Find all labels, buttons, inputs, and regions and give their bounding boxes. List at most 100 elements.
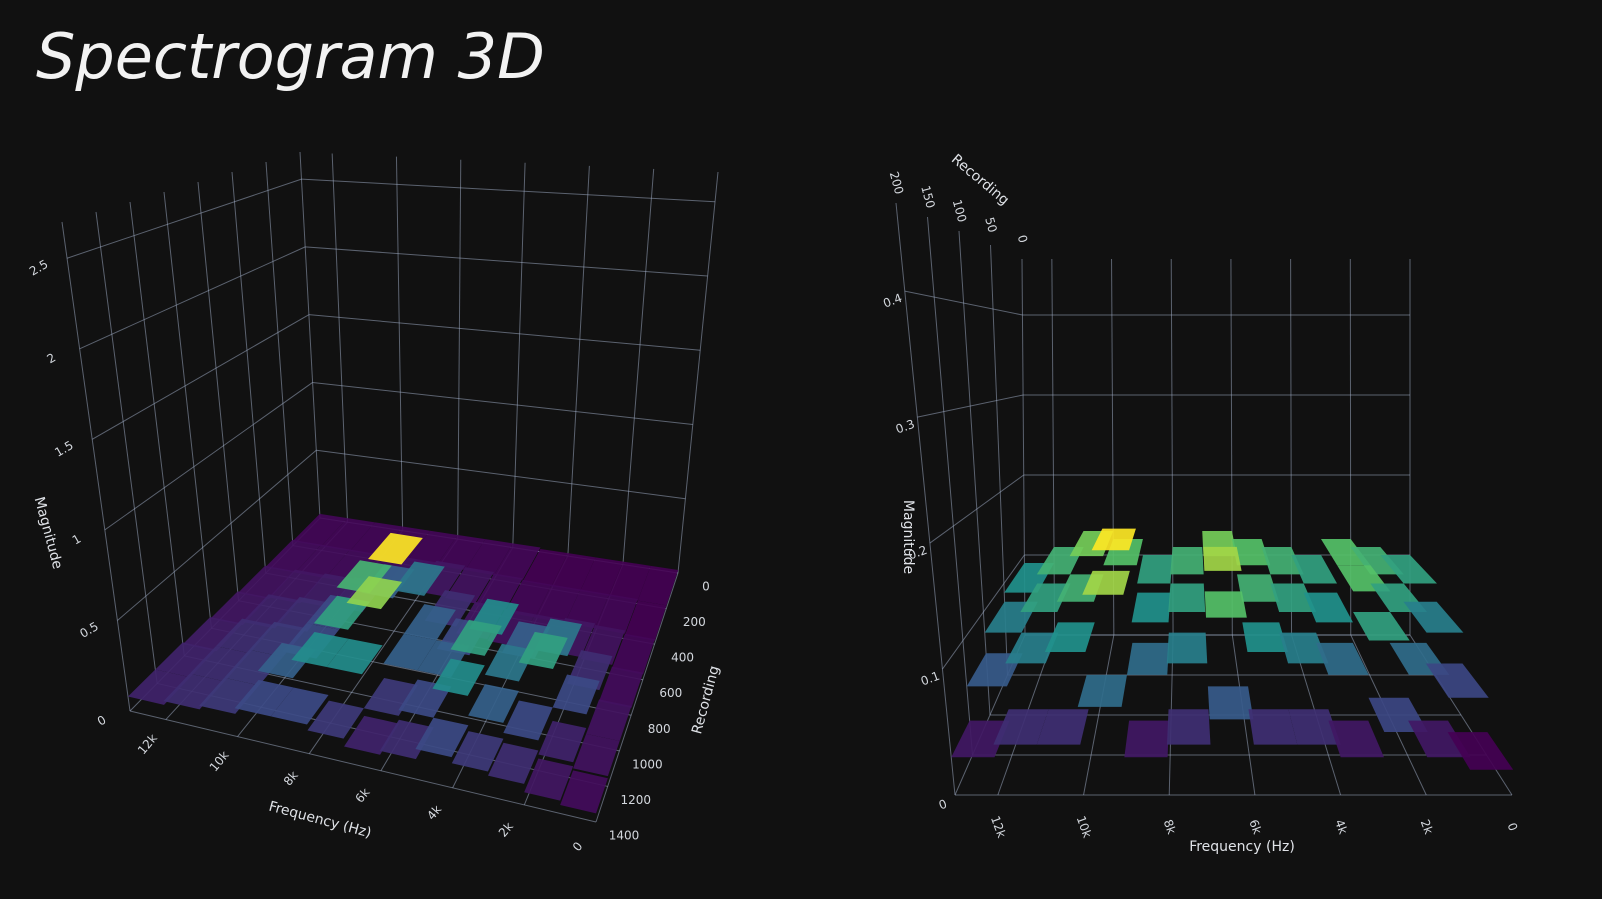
surface-cell <box>1447 732 1514 770</box>
surface-cell <box>580 557 624 596</box>
surface-cell <box>325 549 379 584</box>
surface-cell <box>451 731 504 772</box>
x-tick-label: 6k <box>1246 818 1264 837</box>
surface-cell <box>1231 539 1271 566</box>
y-grid-wall <box>231 171 267 574</box>
surface-cell <box>594 594 638 634</box>
surface-cell <box>494 543 541 580</box>
z-tick-label: 0.3 <box>894 417 917 437</box>
surface-cell <box>249 621 307 657</box>
surface-cell <box>1168 583 1206 613</box>
surface-cell <box>551 553 596 591</box>
y-grid-wall <box>95 211 158 684</box>
surface-cell <box>210 591 269 626</box>
surface-cell <box>1261 547 1304 575</box>
x-grid-wall <box>567 165 590 557</box>
y-grid-wall <box>958 230 991 716</box>
surface-cell <box>1020 583 1071 613</box>
y-grid-wall <box>299 151 321 519</box>
x-grid-wall <box>1230 258 1233 636</box>
z-grid-side <box>91 314 310 440</box>
surface-cell <box>199 677 260 714</box>
surface-cell <box>1237 574 1280 602</box>
surface-cell <box>1005 632 1059 664</box>
surface-cell <box>1320 539 1371 566</box>
surface-cell <box>432 658 485 696</box>
y-tick-label: 50 <box>982 216 999 234</box>
page-title: Spectrogram 3D <box>36 20 545 93</box>
y-grid-wall <box>265 161 294 546</box>
surface-cell <box>609 561 651 601</box>
x-tick-label: 4k <box>1332 818 1350 837</box>
surface-cell <box>1248 709 1298 745</box>
surface-cell <box>237 565 296 599</box>
surface-cell <box>524 758 574 801</box>
surface-cell <box>1242 622 1288 652</box>
z-grid-side <box>917 394 1024 418</box>
surface-cell <box>503 700 553 741</box>
y-grid-wall <box>895 202 956 796</box>
z-grid-side <box>104 382 313 531</box>
surface-cell <box>487 742 539 784</box>
surface-cell <box>189 646 250 682</box>
z-tick-label: 0 <box>937 797 949 813</box>
surface-cell <box>951 720 1010 758</box>
y-tick-label: 0 <box>1015 233 1031 244</box>
surface-cell <box>1408 720 1471 758</box>
surface-cell <box>321 518 375 551</box>
x-tick-label: 0 <box>1505 821 1521 833</box>
surface-cell <box>163 673 225 710</box>
z-grid-side <box>929 474 1025 544</box>
z-axis-title: Magnitude <box>900 500 916 574</box>
surface-cell <box>234 679 294 717</box>
surface-cell <box>1166 632 1208 664</box>
surface-cell <box>127 669 191 705</box>
z-grid-back <box>301 178 716 203</box>
z-grid-side <box>66 178 302 259</box>
z-tick-label: 0.4 <box>881 291 904 311</box>
surface-cell <box>484 643 535 682</box>
surface-cell <box>1167 709 1211 745</box>
y-tick-label: 200 <box>683 615 706 629</box>
x-grid-wall <box>622 168 655 565</box>
surface-cell <box>1124 720 1169 758</box>
x-grid-wall <box>512 162 526 548</box>
surface-cell <box>1077 674 1127 707</box>
surface-cell <box>1207 686 1254 720</box>
z-grid-side <box>942 554 1025 670</box>
surface-cell <box>1126 642 1170 675</box>
y-tick-label: 600 <box>659 686 682 700</box>
surface-cell <box>1288 709 1341 745</box>
surface-cell <box>295 544 351 579</box>
y-grid-wall <box>61 221 131 712</box>
surface-cell <box>326 638 383 675</box>
z-tick-label: 0.2 <box>906 543 929 563</box>
z-grid-back <box>305 246 708 277</box>
surface-cell <box>1279 632 1329 664</box>
y-grid-wall <box>197 181 240 601</box>
surface-cell <box>1303 592 1353 623</box>
y-tick-label: 200 <box>887 170 906 196</box>
surface-cell <box>292 513 348 547</box>
surface-cell <box>1036 709 1089 745</box>
surface-cell <box>624 600 667 641</box>
z-grid-side <box>79 246 306 350</box>
surface-cell <box>1091 528 1136 551</box>
surface-cell <box>392 561 445 596</box>
surface-cell <box>535 584 581 623</box>
y-tick-label: 400 <box>671 651 694 665</box>
surface-cell <box>350 522 403 556</box>
surface-cell <box>407 530 458 566</box>
x-grid-wall <box>395 156 404 531</box>
surface-cell <box>565 589 610 629</box>
surface-cell <box>1328 720 1384 758</box>
surface-cell <box>611 633 655 675</box>
y-tick-label: 0 <box>702 580 710 594</box>
surface-cell <box>1203 546 1242 571</box>
surface-cell <box>336 560 392 594</box>
surface-cell <box>270 687 329 725</box>
surface-cell <box>242 594 300 629</box>
z-grid-back <box>316 449 686 500</box>
surface-cell <box>436 534 486 571</box>
